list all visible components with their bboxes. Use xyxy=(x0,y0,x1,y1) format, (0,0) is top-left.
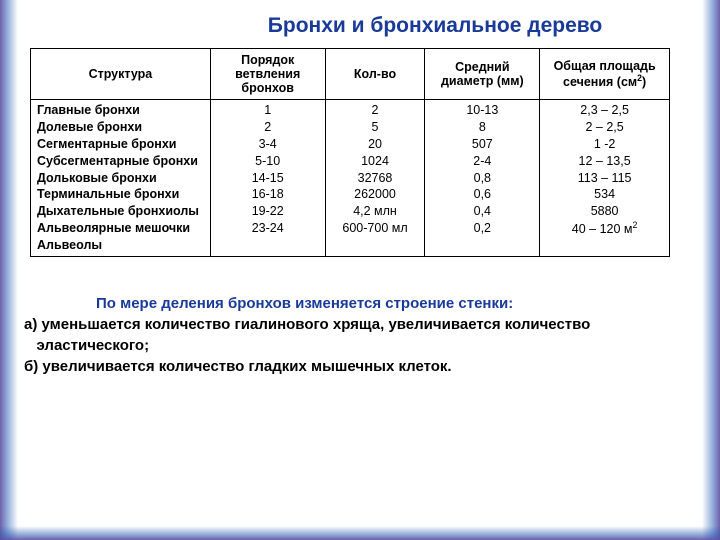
cell-count: 2 5 20 1024 32768 262000 4,2 млн 600-700… xyxy=(325,100,425,257)
slide-title: Бронхи и бронхиальное дерево xyxy=(174,14,696,38)
col-header: Средний диаметр (мм) xyxy=(425,49,540,100)
frame-left xyxy=(0,0,18,540)
col-header: Порядок ветвления бронхов xyxy=(210,49,325,100)
note-line-a2: эластического; xyxy=(24,335,696,356)
col-header: Структура xyxy=(31,49,211,100)
cell-struct: Главные бронхи Долевые бронхи Сегментарн… xyxy=(31,100,211,257)
cell-diam: 10-13 8 507 2-4 0,8 0,6 0,4 0,2 xyxy=(425,100,540,257)
note-intro: По мере деления бронхов изменяется строе… xyxy=(96,293,696,314)
slide-content: Бронхи и бронхиальное дерево Структура П… xyxy=(24,14,696,522)
note-block: По мере деления бронхов изменяется строе… xyxy=(24,293,696,377)
frame-bottom xyxy=(0,526,720,540)
note-line-b: б) увеличивается количество гладких мыше… xyxy=(24,356,696,377)
cell-order: 1 2 3-4 5-10 14-15 16-18 19-22 23-24 xyxy=(210,100,325,257)
col-header: Кол-во xyxy=(325,49,425,100)
frame-right xyxy=(702,0,720,540)
table-header-row: Структура Порядок ветвления бронхов Кол-… xyxy=(31,49,670,100)
table-body-row: Главные бронхи Долевые бронхи Сегментарн… xyxy=(31,100,670,257)
note-line-a1: а) уменьшается количество гиалинового хр… xyxy=(24,314,696,335)
bronchi-table: Структура Порядок ветвления бронхов Кол-… xyxy=(30,48,670,257)
cell-area: 2,3 – 2,5 2 – 2,5 1 -2 12 – 13,5 113 – 1… xyxy=(540,100,670,257)
col-header: Общая площадь сечения (см2) xyxy=(540,49,670,100)
